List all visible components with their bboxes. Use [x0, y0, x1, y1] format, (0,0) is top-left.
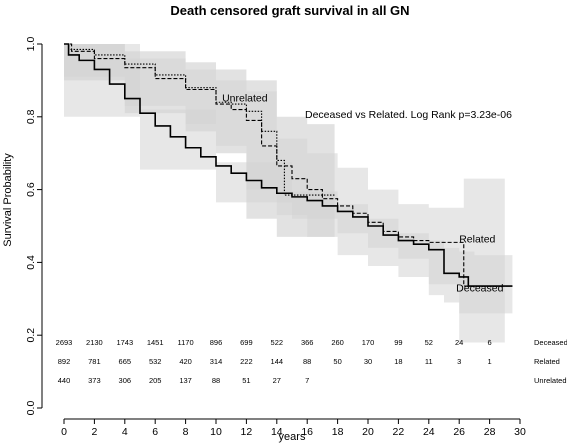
risk-count-deceased: 170: [362, 338, 375, 347]
risk-count-related: 30: [364, 357, 372, 366]
x-tick-label: 22: [393, 426, 405, 438]
risk-count-related: 420: [179, 357, 192, 366]
risk-count-deceased: 2693: [56, 338, 73, 347]
x-tick-label: 28: [484, 426, 496, 438]
x-tick-label: 12: [241, 426, 253, 438]
risk-row-label-related: Related: [534, 357, 560, 366]
risk-count-deceased: 6: [488, 338, 492, 347]
chart-title: Death censored graft survival in all GN: [170, 3, 409, 18]
risk-count-related: 50: [333, 357, 341, 366]
x-tick-label: 10: [210, 426, 222, 438]
risk-count-related: 892: [58, 357, 71, 366]
x-tick-label: 6: [152, 426, 158, 438]
x-axis-label: years: [279, 431, 306, 443]
risk-count-deceased: 1451: [147, 338, 164, 347]
x-tick-label: 14: [271, 426, 283, 438]
risk-count-unrelated: 205: [149, 376, 162, 385]
risk-count-related: 532: [149, 357, 162, 366]
risk-count-related: 665: [119, 357, 132, 366]
survival-curves: Unrelated Related Deceased: [64, 43, 513, 295]
y-tick-label: 0.2: [25, 328, 37, 343]
x-tick-label: 4: [122, 426, 128, 438]
risk-count-deceased: 99: [394, 338, 402, 347]
risk-row-label-unrelated: Unrelated: [534, 376, 567, 385]
risk-count-deceased: 24: [455, 338, 463, 347]
risk-count-deceased: 260: [331, 338, 344, 347]
risk-row-label-deceased: Deceased: [534, 338, 567, 347]
risk-count-related: 222: [240, 357, 253, 366]
x-tick-label: 0: [61, 426, 67, 438]
y-tick-label: 0.0: [25, 401, 37, 416]
risk-count-related: 88: [303, 357, 311, 366]
risk-count-unrelated: 51: [242, 376, 250, 385]
x-tick-label: 20: [362, 426, 374, 438]
survival-curve-unrelated: [64, 43, 335, 196]
risk-count-related: 11: [425, 357, 433, 366]
x-tick-label: 30: [514, 426, 526, 438]
risk-count-unrelated: 440: [58, 376, 71, 385]
risk-count-deceased: 52: [425, 338, 433, 347]
x-tick-label: 24: [423, 426, 435, 438]
series-label-deceased: Deceased: [456, 283, 503, 295]
axes: 0 2 4 6 8 10 12 14 16 18 20 22 24 26 28 300.00.20.40.60…: [25, 37, 526, 438]
x-tick-label: 18: [332, 426, 344, 438]
risk-count-deceased: 2130: [86, 338, 103, 347]
survival-curve-deceased: [64, 43, 513, 287]
risk-count-related: 3: [457, 357, 461, 366]
risk-count-unrelated: 7: [305, 376, 309, 385]
risk-count-unrelated: 27: [273, 376, 281, 385]
risk-count-unrelated: 306: [119, 376, 132, 385]
ci-band-unrelated: [64, 44, 335, 237]
risk-count-deceased: 522: [271, 338, 284, 347]
risk-count-deceased: 1170: [178, 338, 194, 347]
risk-count-unrelated: 137: [179, 376, 192, 385]
y-tick-label: 1.0: [25, 37, 37, 52]
x-tick-label: 2: [91, 426, 97, 438]
risk-count-related: 781: [88, 357, 101, 366]
x-tick-label: 26: [453, 426, 465, 438]
series-label-unrelated: Unrelated: [222, 93, 268, 105]
log-rank-annotation: Deceased vs Related. Log Rank p=3.23e-06: [305, 109, 512, 121]
y-tick-label: 0.4: [25, 255, 37, 270]
risk-count-related: 314: [210, 357, 223, 366]
series-label-related: Related: [459, 233, 495, 245]
y-tick-label: 0.6: [25, 182, 37, 197]
risk-count-deceased: 366: [301, 338, 314, 347]
risk-count-related: 18: [394, 357, 402, 366]
risk-count-deceased: 896: [210, 338, 223, 347]
risk-count-unrelated: 88: [212, 376, 220, 385]
risk-count-deceased: 1743: [116, 338, 133, 347]
y-axis-label: Survival Probability: [2, 153, 14, 247]
risk-count-unrelated: 373: [88, 376, 101, 385]
x-tick-label: 16: [301, 426, 313, 438]
risk-table: 2693 2130 1743 1451 1170 896 699 522 366 260 170 99…: [56, 338, 567, 385]
x-tick-label: 8: [183, 426, 189, 438]
risk-count-related: 144: [271, 357, 284, 366]
risk-count-deceased: 699: [240, 338, 253, 347]
y-tick-label: 0.8: [25, 109, 37, 124]
risk-count-related: 1: [488, 357, 492, 366]
